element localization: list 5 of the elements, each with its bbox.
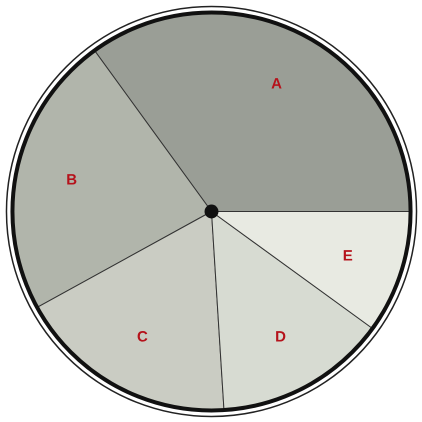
slice-label: D — [275, 328, 286, 346]
slice-label: E — [342, 247, 353, 264]
slice-label: B — [66, 172, 78, 189]
slice-label: C — [137, 328, 148, 346]
slice-label: A — [271, 75, 282, 92]
